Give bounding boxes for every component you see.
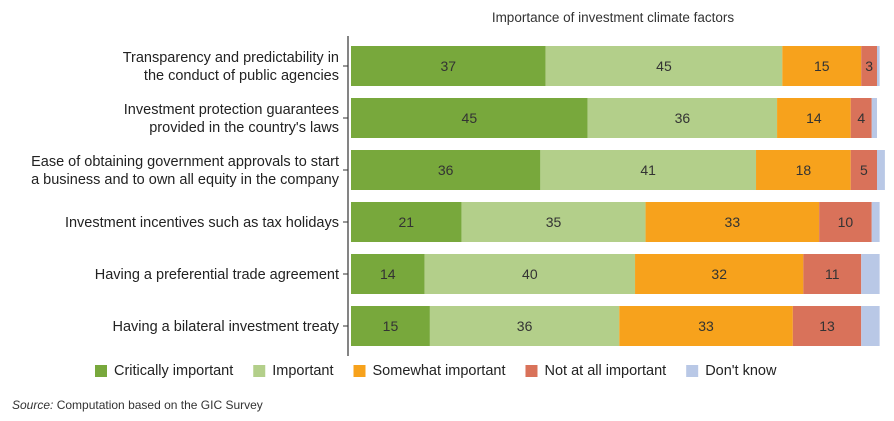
bar-segment-not-at-all-important: [850, 150, 877, 190]
category-label-line: a business and to own all equity in the …: [31, 172, 340, 188]
bar-segment-critically-important: [351, 46, 546, 86]
data-label: 33: [725, 214, 741, 230]
bar-segment-important: [461, 202, 646, 242]
legend-swatch: [686, 365, 699, 377]
legend-label: Don't know: [705, 363, 777, 379]
category-label-line: the conduct of public agencies: [144, 68, 339, 84]
bar-segment-somewhat-important: [782, 46, 862, 86]
source-text: Computation based on the GIC Survey: [53, 398, 263, 412]
chart-title: Importance of investment climate factors: [492, 10, 735, 25]
data-label: 11: [825, 266, 840, 282]
category-label-line: Having a preferential trade agreement: [95, 267, 339, 283]
bar-segment-not-at-all-important: [861, 46, 877, 86]
data-label: 33: [698, 318, 714, 334]
bar-segment-don-t-know: [861, 254, 880, 294]
bar-segment-somewhat-important: [619, 306, 793, 346]
data-label: 13: [819, 318, 835, 334]
bar-segment-important: [587, 98, 778, 138]
bar-segment-don-t-know: [871, 98, 877, 138]
bar-segment-don-t-know: [871, 202, 880, 242]
category-label-line: Ease of obtaining government approvals t…: [31, 154, 339, 170]
data-label: 36: [675, 110, 691, 126]
data-label: 21: [398, 214, 414, 230]
category-label: Ease of obtaining government approvals t…: [31, 154, 340, 188]
category-label-line: provided in the country's laws: [149, 120, 339, 136]
data-label: 4: [857, 110, 865, 126]
data-label: 5: [860, 162, 868, 178]
legend-swatch: [95, 365, 107, 377]
category-label: Investment incentives such as tax holida…: [65, 215, 339, 231]
legend-swatch: [353, 365, 366, 377]
data-label: 45: [462, 110, 478, 126]
data-label: 35: [546, 214, 562, 230]
category-label: Having a bilateral investment treaty: [113, 319, 340, 335]
legend-label: Somewhat important: [373, 363, 506, 379]
category-label-line: Transparency and predictability in: [123, 50, 339, 66]
bar-segment-critically-important: [351, 150, 541, 190]
bar-segment-don-t-know: [877, 46, 880, 86]
bar-segment-important: [429, 306, 620, 346]
legend-swatch: [253, 365, 266, 377]
data-label: 14: [380, 266, 396, 282]
category-label: Having a preferential trade agreement: [95, 267, 339, 283]
category-label: Investment protection guarantees provided…: [124, 102, 339, 136]
legend-label: Not at all important: [544, 363, 666, 379]
data-label: 10: [838, 214, 854, 230]
data-label: 36: [438, 162, 454, 178]
data-label: 3: [865, 58, 873, 74]
bar-segment-not-at-all-important: [792, 306, 862, 346]
bar-segment-not-at-all-important: [819, 202, 872, 242]
data-label: 45: [656, 58, 672, 74]
bar-segment-critically-important: [351, 306, 430, 346]
legend-label: Critically important: [114, 363, 233, 379]
bar-segment-critically-important: [351, 202, 462, 242]
category-label: Transparency and predictability in the co…: [123, 50, 339, 84]
data-label: 18: [796, 162, 812, 178]
bar-segment-important: [540, 150, 757, 190]
bar-segment-important: [545, 46, 783, 86]
category-label-line: Having a bilateral investment treaty: [113, 319, 340, 335]
data-label: 37: [441, 58, 457, 74]
bar-segment-somewhat-important: [756, 150, 851, 190]
bar-segment-somewhat-important: [635, 254, 804, 294]
bar-segment-not-at-all-important: [803, 254, 862, 294]
bar-segment-not-at-all-important: [850, 98, 872, 138]
bar-segment-don-t-know: [877, 150, 885, 190]
bar-segment-don-t-know: [861, 306, 880, 346]
category-label-line: Investment incentives such as tax holida…: [65, 215, 339, 231]
bar-segment-somewhat-important: [777, 98, 851, 138]
legend-label: Important: [272, 363, 333, 379]
data-label: 32: [711, 266, 727, 282]
data-label: 41: [640, 162, 656, 178]
data-label: 36: [517, 318, 533, 334]
bar-segment-critically-important: [351, 254, 425, 294]
source-prefix: Source:: [12, 398, 54, 412]
data-label: 14: [806, 110, 822, 126]
data-label: 15: [383, 318, 399, 334]
bar-segment-critically-important: [351, 98, 588, 138]
bar-segment-somewhat-important: [645, 202, 820, 242]
source-note: Source: Computation based on the GIC Sur…: [12, 398, 263, 412]
legend-swatch: [525, 365, 538, 377]
data-label: 15: [814, 58, 830, 74]
category-label-line: Investment protection guarantees: [124, 102, 339, 118]
bar-segment-important: [424, 254, 636, 294]
data-label: 40: [522, 266, 538, 282]
